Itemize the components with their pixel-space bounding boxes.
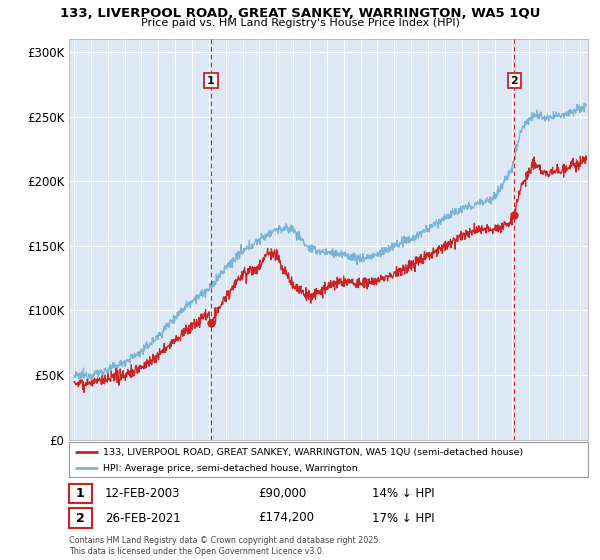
Text: 12-FEB-2003: 12-FEB-2003 [105, 487, 181, 501]
Text: Price paid vs. HM Land Registry's House Price Index (HPI): Price paid vs. HM Land Registry's House … [140, 18, 460, 28]
Text: £174,200: £174,200 [258, 511, 314, 525]
Text: 133, LIVERPOOL ROAD, GREAT SANKEY, WARRINGTON, WA5 1QU: 133, LIVERPOOL ROAD, GREAT SANKEY, WARRI… [60, 7, 540, 20]
Text: 133, LIVERPOOL ROAD, GREAT SANKEY, WARRINGTON, WA5 1QU (semi-detached house): 133, LIVERPOOL ROAD, GREAT SANKEY, WARRI… [103, 447, 523, 456]
Text: £90,000: £90,000 [258, 487, 306, 501]
Text: 14% ↓ HPI: 14% ↓ HPI [372, 487, 434, 501]
Text: 26-FEB-2021: 26-FEB-2021 [105, 511, 181, 525]
Text: 2: 2 [76, 511, 85, 525]
Text: 1: 1 [76, 487, 85, 501]
Text: 1: 1 [207, 76, 215, 86]
Text: HPI: Average price, semi-detached house, Warrington: HPI: Average price, semi-detached house,… [103, 464, 358, 473]
Text: 17% ↓ HPI: 17% ↓ HPI [372, 511, 434, 525]
Text: 2: 2 [511, 76, 518, 86]
Text: Contains HM Land Registry data © Crown copyright and database right 2025.
This d: Contains HM Land Registry data © Crown c… [69, 536, 381, 556]
